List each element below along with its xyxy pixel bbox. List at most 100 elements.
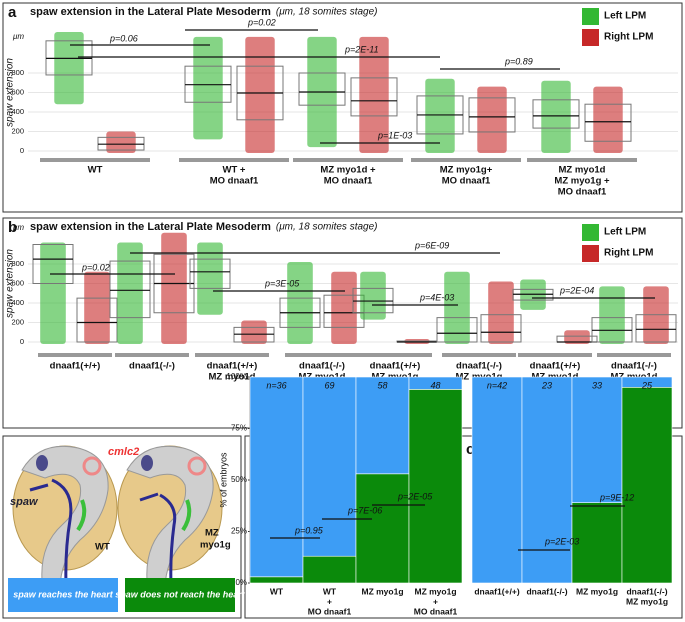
mutant-label: myo1g [200,540,231,551]
y-axis-label: % of embryos [218,452,228,508]
x-tick-label: MZ myo1g+ [440,165,493,176]
panel-a-frame [2,2,683,213]
x-tick-label: MZ myo1d [559,165,606,176]
x-tick-label: WT [270,586,284,596]
x-tick-label: + [327,596,332,606]
bar-segment [355,376,410,475]
dot-range [84,271,110,344]
y-tick-label: 400 [11,298,24,307]
dot-range [488,281,514,344]
legend-label: Left LPM [604,11,646,22]
x-tick-label: WT + [223,165,246,176]
x-tick-label: MZ myo1g [361,586,403,596]
mutant-label: MZ [205,528,219,539]
x-tick-label: dnaaf1(+/+) [207,361,258,372]
box [584,103,632,142]
bar-segment [621,386,673,584]
box [468,97,516,133]
y-tick-label: 25% [231,527,247,536]
legend-swatch [582,8,599,25]
bar-segment [249,376,304,578]
chart-subtitle: (μm, 18 somites stage) [276,7,378,18]
x-tick-label: MZ myo1g [576,586,618,596]
embryo-wt [12,445,118,593]
x-tick-label: dnaaf1(+/+) [474,586,520,596]
bar-segment [571,502,623,584]
n-label: 23 [541,380,552,390]
x-tick-label: MO dnaaf1 [442,176,491,187]
p-value: p=2E-05 [397,491,433,501]
x-tick-label: dnaaf1(-/-) [299,361,345,372]
n-label: 33 [592,380,602,390]
legend-box [125,578,235,612]
chart-title: spaw extension in the Lateral Plate Meso… [30,221,271,233]
x-tick-label: MO dnaaf1 [324,176,373,187]
box [480,314,522,343]
dot-range [360,271,386,320]
x-tick-label: MZ myo1d [209,372,256,383]
bar-segment [408,376,463,390]
box [32,244,74,284]
n-label: 69 [324,380,334,390]
box [298,72,346,106]
dot-range [359,36,389,153]
x-tick-label: MO dnaaf1 [308,606,352,616]
y-tick-label: 50% [231,475,247,484]
y-tick-label: 400 [11,107,24,116]
y-tick-label: 800 [11,68,24,77]
p-value: p=9E-12 [599,492,634,502]
category-bar [195,353,269,357]
y-tick-label: 800 [11,259,24,268]
p-value: p=0.02 [81,262,110,272]
legend-box [8,578,118,612]
spaw-label: spaw [10,496,39,508]
dot-range [54,32,84,105]
category-bar [518,353,592,357]
panel-c-frame [244,435,683,619]
category-bar [40,158,150,162]
y-tick-label: 0 [20,337,24,346]
dot-range [106,131,136,153]
p-value: p=4E-03 [419,292,454,302]
y-tick-label: 200 [11,317,24,326]
dot-range [425,78,455,153]
x-tick-label: dnaaf1(+/+) [50,361,101,372]
x-tick-label: dnaaf1(+/+) [530,361,581,372]
y-unit: μm [12,32,24,41]
wt-label: WT [95,542,110,553]
dot-range [564,330,590,344]
legend-swatch [582,29,599,46]
p-value: p=0.02 [247,17,276,27]
dot-range [241,320,267,344]
dot-range [40,242,66,344]
p-value: p=0.06 [109,33,138,43]
y-axis-label: spaw extension [5,249,16,318]
x-tick-label: MZ myo1g [414,586,456,596]
x-tick-label: WT [88,165,103,176]
bar-segment [621,376,673,388]
x-tick-label: MO dnaaf1 [558,187,607,198]
chart-title: spaw extension in the Lateral Plate Meso… [30,6,271,18]
dot-range [197,242,223,315]
dot-range [287,262,313,344]
dot-range [331,271,357,344]
category-bar [115,353,189,357]
legend-label: spaw does not reach the heart [115,589,246,599]
y-axis-label: spaw extension [5,58,16,127]
category-bar [38,353,112,357]
x-tick-label: MO dnaaf1 [414,606,458,616]
dot-range [593,86,623,153]
dot-range [161,232,187,344]
box [350,77,398,117]
bar-segment [571,376,623,503]
box [532,99,580,129]
dot-range [444,271,470,344]
n-label: 25 [641,380,653,390]
box [436,317,478,343]
x-tick-label: WT [323,586,337,596]
bar-segment [249,576,304,584]
dot-range [477,86,507,153]
legend-label: Left LPM [604,227,646,238]
marker-label: cmlc2 [108,446,139,458]
